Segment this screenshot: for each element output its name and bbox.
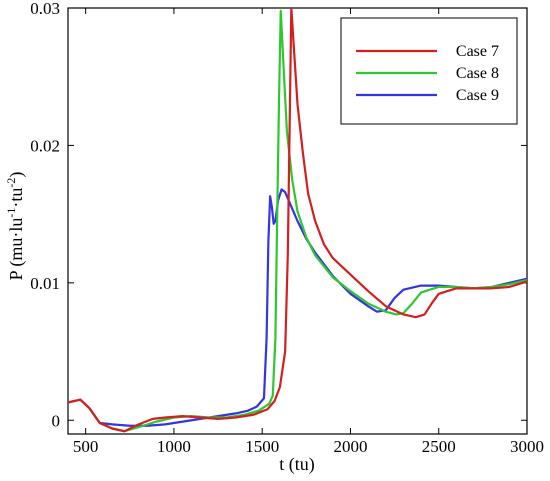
y-axis-title-base: P (mu·lu [6, 218, 27, 281]
x-axis-title: t (tu) [279, 454, 315, 475]
x-tick-label: 3000 [510, 437, 544, 456]
legend-label: Case 8 [456, 65, 499, 82]
plot-frame [67, 7, 528, 435]
series-lines [68, 8, 527, 433]
y-axis-title-close: ) [6, 172, 27, 178]
x-tick-label: 500 [73, 437, 99, 456]
x-axis: 500 1000 1500 2000 2500 3000 [73, 8, 544, 456]
series-line-case-7 [68, 8, 527, 433]
x-tick-label: 2500 [422, 437, 456, 456]
legend-label: Case 9 [456, 87, 499, 104]
series-line-case-8 [68, 9, 527, 433]
y-axis-title-mid: ·tu [6, 188, 26, 208]
x-tick-label: 1000 [157, 437, 191, 456]
y-axis-title-exp2: -2 [4, 178, 18, 188]
y-axis-title: P (mu·lu-1·tu-2) [4, 172, 27, 281]
y-tick-label: 0.01 [30, 274, 60, 293]
y-tick-label: 0.02 [30, 136, 60, 155]
legend-box [340, 17, 518, 125]
y-tick-label: 0.03 [30, 0, 60, 18]
y-tick-label: 0 [52, 411, 61, 430]
legend: Case 7 Case 8 Case 9 [340, 17, 518, 125]
y-axis-title-exp1: -1 [4, 208, 18, 218]
y-axis: 0 0.01 0.02 0.03 [30, 0, 527, 430]
series-line-case-9 [68, 188, 527, 427]
plot-area [67, 7, 528, 435]
x-tick-label: 2000 [333, 437, 367, 456]
x-tick-label: 1500 [245, 437, 279, 456]
legend-label: Case 7 [456, 43, 499, 60]
